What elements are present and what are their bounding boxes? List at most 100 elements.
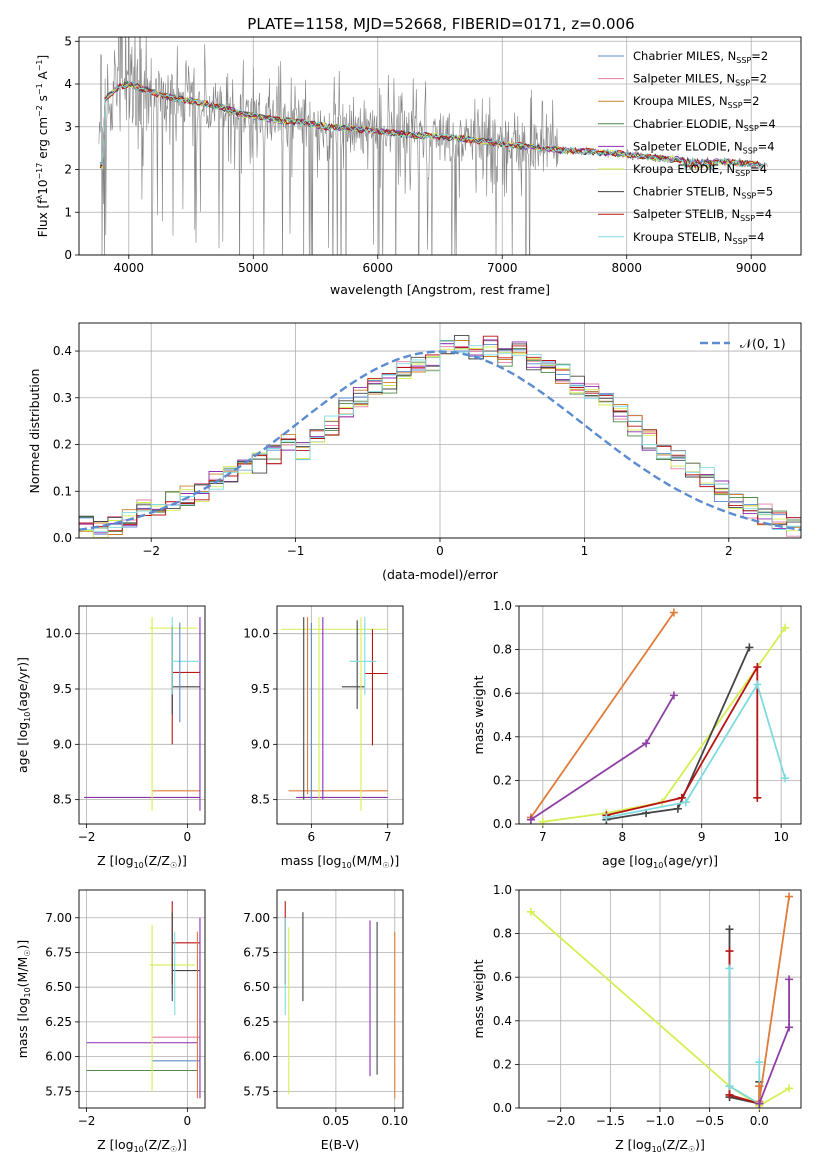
legend-label: Salpeter STELIB, NSSP=4 <box>633 207 772 223</box>
y-tick-label: 10.0 <box>45 627 72 641</box>
x-axis-label: age [log10(age/yr)] <box>602 853 718 870</box>
weight-point-marker <box>725 1090 734 1099</box>
x-tick-label: −2.0 <box>546 1114 575 1128</box>
y-tick-label: 8.5 <box>53 793 72 807</box>
y-axis-label: Normed distribution <box>27 369 42 494</box>
weight-point-marker <box>785 1084 794 1093</box>
weight-point-marker <box>669 608 678 617</box>
x-tick-label: −1.0 <box>645 1114 674 1128</box>
x-axis-label: Z [log10(Z/Z☉)] <box>615 1137 705 1154</box>
y-tick-label: 5 <box>64 34 72 48</box>
y-tick-label: 0.8 <box>493 643 512 657</box>
x-tick-label: 9000 <box>736 261 767 275</box>
weight-series-line <box>542 627 786 823</box>
x-axis-label: Z [log10(Z/Z☉)] <box>97 1137 187 1154</box>
weight-point-marker <box>785 1023 794 1032</box>
weight-point-marker <box>669 691 678 700</box>
x-axis-label: Z [log10(Z/Z☉)] <box>97 853 187 870</box>
weight-point-marker <box>725 1082 734 1091</box>
weight-point-marker <box>538 817 547 826</box>
x-tick-label: 1 <box>581 544 589 558</box>
y-axis-label: mass weight <box>471 675 486 754</box>
weight-point-marker <box>745 643 754 652</box>
y-tick-label: 1.0 <box>493 599 512 613</box>
weight-series-line <box>606 663 759 817</box>
y-tick-label: 0.2 <box>53 438 72 452</box>
x-axis-label: wavelength [Angstrom, rest frame] <box>330 282 550 297</box>
x-tick-label: −2 <box>78 830 96 844</box>
weight-point-marker <box>755 1099 764 1108</box>
x-tick-label: 10 <box>774 830 789 844</box>
legend-label: Kroupa STELIB, NSSP=4 <box>633 230 764 246</box>
y-tick-label: 6.00 <box>45 1050 72 1064</box>
legend-label: Chabrier STELIB, NSSP=5 <box>633 185 773 201</box>
weight-point-marker <box>526 907 535 916</box>
weight-point-marker <box>755 1082 764 1091</box>
x-tick-label: −2 <box>142 544 160 558</box>
x-tick-label: 8 <box>618 830 626 844</box>
y-tick-label: 0.2 <box>493 1057 512 1071</box>
y-tick-label: 0.4 <box>53 344 72 358</box>
weight-series-line <box>606 647 751 821</box>
weight-point-marker <box>681 798 690 807</box>
x-tick-label: −1 <box>287 544 305 558</box>
x-tick-label: 0.05 <box>323 1114 350 1128</box>
y-tick-label: 0.8 <box>493 927 512 941</box>
y-tick-label: 0.0 <box>493 817 512 831</box>
y-tick-label: 9.5 <box>53 682 72 696</box>
mass-vs-extinction-panel: 0.05 0.10 5.75 6.00 6.25 6.50 6.75 7.00 E(B-V) <box>243 889 408 1152</box>
x-tick-label: 6 <box>308 830 316 844</box>
legend-label: Kroupa ELODIE, NSSP=4 <box>633 162 767 178</box>
weight-series-line <box>758 896 790 1102</box>
weight-point-marker <box>785 975 794 984</box>
x-tick-label: 5000 <box>238 261 269 275</box>
ageM-frame <box>276 605 404 825</box>
weight-point-marker <box>753 680 762 689</box>
y-tick-label: 6.50 <box>243 980 270 994</box>
model-spectrum-line <box>99 81 763 170</box>
massE-frame <box>276 889 404 1109</box>
y-tick-label: 1.0 <box>493 883 512 897</box>
weight-series-line <box>728 951 761 1105</box>
weight-series-line <box>728 929 761 1105</box>
weight-series-line <box>606 682 786 819</box>
x-tick-label: 0 <box>184 1114 192 1128</box>
y-tick-label: 1 <box>64 205 72 219</box>
y-tick-label: 9.0 <box>53 737 72 751</box>
x-axis-label: mass [log10(M/M☉)] <box>281 853 400 870</box>
weight-point-marker <box>781 623 790 632</box>
y-tick-label: 7.00 <box>45 911 72 925</box>
y-tick-label: 0 <box>64 248 72 262</box>
y-tick-label: 6.25 <box>243 1015 270 1029</box>
y-tick-label: 6.25 <box>45 1015 72 1029</box>
x-tick-label: −1.5 <box>596 1114 625 1128</box>
x-tick-label: 0 <box>184 830 192 844</box>
y-tick-label: 0.4 <box>493 730 512 744</box>
x-tick-label: 0.10 <box>381 1114 408 1128</box>
spectrum-frame <box>78 36 802 256</box>
y-axis-label: mass [log10(M/M☉)] <box>15 940 32 1059</box>
x-tick-label: 9 <box>698 830 706 844</box>
weight-point-marker <box>677 793 686 802</box>
weight-series-line <box>728 968 761 1106</box>
y-tick-label: 2 <box>64 163 72 177</box>
y-tick-label: 4 <box>64 77 72 91</box>
x-tick-label: −0.5 <box>695 1114 724 1128</box>
legend-label: Salpeter MILES, NSSP=2 <box>633 72 767 88</box>
y-axis-label: Flux [fλ10−17 erg cm−2 s−1 A−1] <box>35 55 50 237</box>
weight-point-marker <box>642 739 651 748</box>
x-tick-label: 7 <box>539 830 547 844</box>
y-tick-label: 0.2 <box>493 773 512 787</box>
x-tick-label: −2 <box>78 1114 96 1128</box>
x-tick-label: 0 <box>436 544 444 558</box>
figure-title: PLATE=1158, MJD=52668, FIBERID=0171, z=0… <box>247 15 634 33</box>
y-tick-label: 0.4 <box>493 1014 512 1028</box>
legend-label: 𝒩(0, 1) <box>740 336 786 351</box>
weight-point-marker <box>725 964 734 973</box>
legend-label: Salpeter ELODIE, NSSP=4 <box>633 139 775 155</box>
wZ-frame <box>518 889 802 1109</box>
y-tick-label: 0.0 <box>493 1101 512 1115</box>
y-tick-label: 6.75 <box>45 945 72 959</box>
age-vs-metallicity-panel: −2 0 8.5 9.0 9.5 10.0 Z [log10(Z/Z☉)] age [log1… <box>15 605 206 870</box>
x-axis-label: E(B-V) <box>321 1137 360 1152</box>
